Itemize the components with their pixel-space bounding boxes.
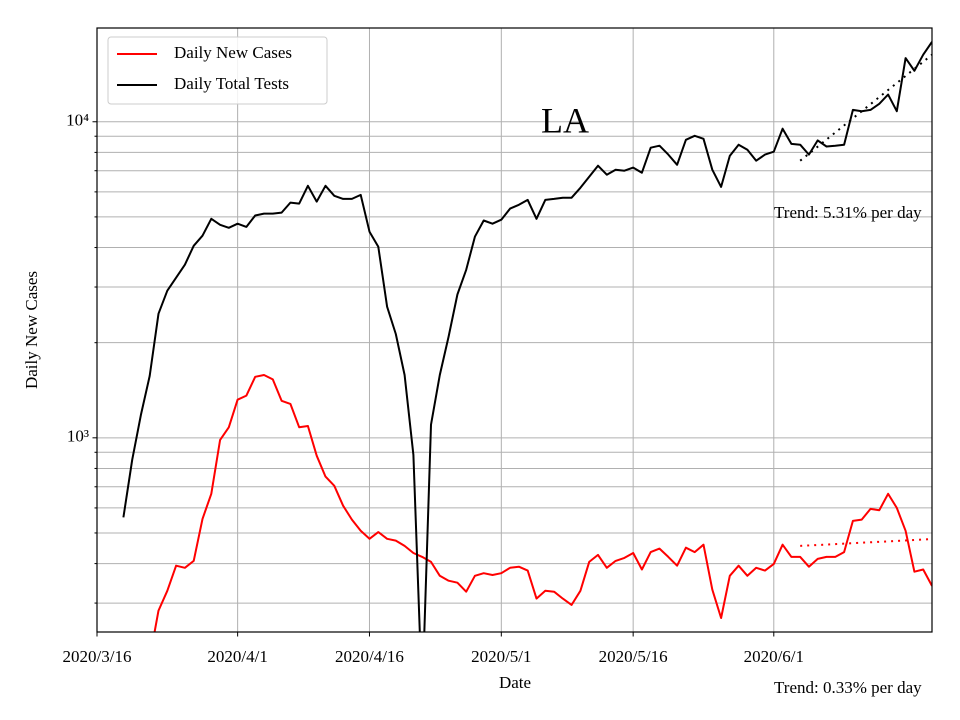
chart-title: LA [541, 100, 589, 140]
x-tick-label: 2020/6/1 [744, 647, 804, 666]
trend-line [800, 538, 932, 547]
legend: Daily New Cases Daily Total Tests [107, 36, 328, 105]
axes-frame [96, 27, 933, 633]
legend-box [107, 36, 328, 105]
plot-area [122, 41, 932, 632]
data-line [153, 374, 932, 632]
legend-label: Daily Total Tests [174, 74, 289, 93]
trend-line [799, 53, 932, 162]
trend-label: Trend: 0.33% per day [774, 678, 922, 697]
x-tick-label: 2020/5/1 [471, 647, 531, 666]
x-tick-label: 2020/4/1 [207, 647, 267, 666]
y-tick-label: 10³ [67, 427, 89, 446]
y-axis-label: Daily New Cases [22, 271, 41, 389]
data-line [122, 41, 932, 632]
y-tick-label: 10⁴ [66, 111, 89, 130]
x-tick-label: 2020/5/16 [599, 647, 668, 666]
legend-label: Daily New Cases [174, 43, 292, 62]
x-tick-label: 2020/3/16 [63, 647, 132, 666]
trend-label: Trend: 5.31% per day [774, 203, 922, 222]
x-tick-label: 2020/4/16 [335, 647, 404, 666]
x-axis-label: Date [499, 673, 531, 692]
